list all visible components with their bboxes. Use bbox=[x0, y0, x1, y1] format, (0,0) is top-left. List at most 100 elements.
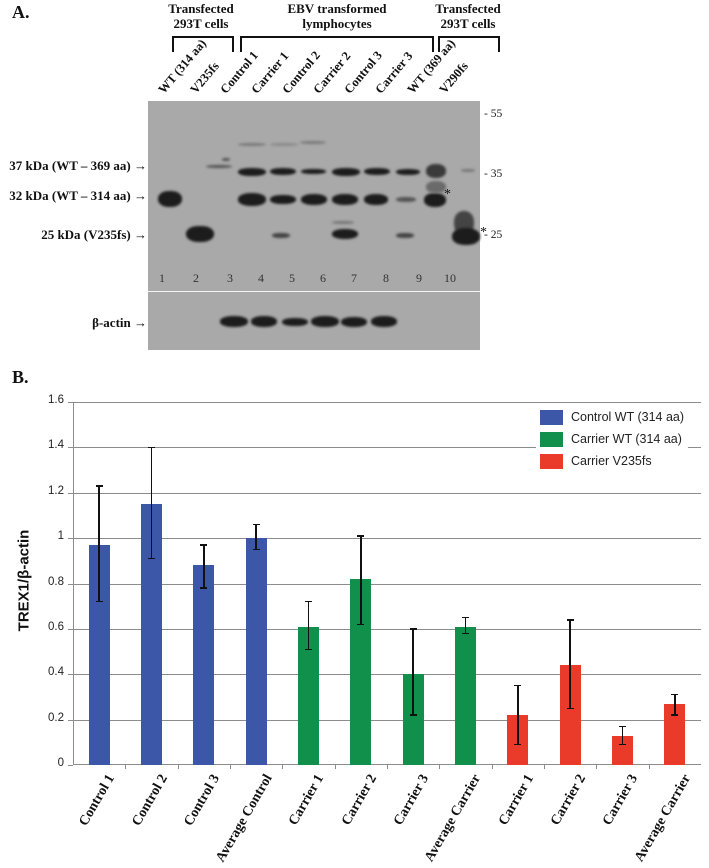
error-bar-cap bbox=[671, 693, 679, 696]
error-bar-cap bbox=[252, 523, 260, 526]
mw-marker-35: - 35 bbox=[484, 168, 503, 180]
error-bar-cap bbox=[148, 446, 155, 449]
y-tick-label: 1 bbox=[57, 530, 64, 543]
lane-number: 4 bbox=[258, 271, 264, 285]
error-bar bbox=[150, 447, 153, 559]
error-bar-cap bbox=[200, 544, 208, 546]
gridline bbox=[73, 674, 701, 676]
gridline bbox=[73, 583, 701, 585]
gridline bbox=[73, 492, 701, 494]
chart-legend: Control WT (314 aa) Carrier WT (314 aa) … bbox=[536, 404, 689, 474]
error-bar bbox=[569, 619, 571, 709]
x-axis-label: Average Control bbox=[212, 772, 276, 865]
bracket-left bbox=[172, 36, 234, 52]
group-header-line: EBV transformed bbox=[287, 1, 387, 16]
legend-label: Control WT (314 aa) bbox=[571, 410, 685, 424]
x-axis-label: Carrier 3 bbox=[391, 772, 433, 829]
asterisk-lane9: * bbox=[444, 187, 451, 202]
error-bar-cap bbox=[409, 714, 417, 716]
group-header-line: lymphocytes bbox=[302, 16, 372, 31]
lane-number: 5 bbox=[289, 271, 295, 285]
error-bar-cap bbox=[409, 628, 417, 630]
legend-item-carrier-v235fs: Carrier V235fs bbox=[540, 450, 684, 472]
x-axis-label: Average Carrier bbox=[422, 772, 485, 865]
error-bar-cap bbox=[305, 648, 312, 651]
legend-swatch-red bbox=[540, 454, 563, 470]
y-tick-label: 0.6 bbox=[48, 620, 64, 633]
error-bar-cap bbox=[95, 600, 103, 603]
bar-chart-plot-area bbox=[68, 402, 701, 769]
lane-number: 10 bbox=[444, 271, 456, 285]
group-header-transfected-right: Transfected 293T cells bbox=[428, 1, 508, 31]
error-bar-cap bbox=[566, 619, 574, 621]
lane-number: 3 bbox=[227, 271, 233, 285]
group-header-line: 293T cells bbox=[440, 16, 496, 31]
error-bar-cap bbox=[200, 587, 208, 589]
bar bbox=[245, 538, 267, 765]
y-tick-label: 0.8 bbox=[48, 575, 64, 588]
band-label-beta-actin: β-actin → bbox=[92, 315, 147, 330]
y-tick-label: 1.2 bbox=[48, 484, 64, 497]
gridline bbox=[73, 402, 701, 403]
error-bar-cap bbox=[462, 632, 469, 635]
lane-number: 8 bbox=[383, 271, 389, 285]
bar bbox=[141, 504, 162, 765]
error-bar-cap bbox=[148, 557, 155, 560]
legend-swatch-blue bbox=[540, 410, 563, 426]
bar bbox=[559, 665, 581, 765]
bar bbox=[298, 626, 319, 765]
error-bar bbox=[307, 601, 310, 650]
error-bar bbox=[203, 544, 205, 589]
legend-label: Carrier WT (314 aa) bbox=[571, 432, 682, 446]
group-header-line: Transfected bbox=[168, 1, 234, 16]
western-blot-beta-actin bbox=[148, 292, 480, 350]
error-bar bbox=[360, 535, 362, 625]
group-header-line: Transfected bbox=[435, 1, 501, 16]
error-bar bbox=[412, 628, 414, 716]
error-bar-cap bbox=[619, 725, 626, 728]
error-bar bbox=[674, 694, 676, 716]
bar bbox=[350, 578, 372, 765]
y-tick-label: 0 bbox=[57, 757, 64, 769]
x-axis-label: Control 2 bbox=[129, 772, 171, 829]
group-header-transfected-left: Transfected 293T cells bbox=[160, 1, 242, 31]
error-bar-cap bbox=[357, 623, 365, 626]
bar bbox=[612, 735, 633, 765]
legend-item-control-wt: Control WT (314 aa) bbox=[540, 406, 684, 428]
x-axis-label: Carrier 2 bbox=[338, 772, 380, 829]
legend-item-carrier-wt: Carrier WT (314 aa) bbox=[540, 428, 684, 450]
western-blot-trex1: * * 1 2 3 4 5 6 7 8 9 10 bbox=[148, 101, 487, 291]
bracket-middle bbox=[240, 36, 434, 52]
error-bar bbox=[98, 485, 100, 602]
x-axis-label: Average Carrier bbox=[631, 772, 694, 865]
lane-number: 2 bbox=[193, 271, 199, 285]
y-axis-line bbox=[73, 402, 74, 765]
error-bar-cap bbox=[619, 743, 626, 746]
y-tick-label: 0.2 bbox=[48, 711, 64, 724]
asterisk-lane10: * bbox=[480, 225, 487, 240]
error-bar-cap bbox=[357, 535, 365, 537]
legend-swatch-green bbox=[540, 432, 563, 448]
band-label-25kda: 25 kDa (V235fs) → bbox=[41, 227, 147, 242]
bar bbox=[455, 626, 476, 765]
error-bar bbox=[517, 685, 519, 745]
gridline bbox=[73, 628, 701, 630]
error-bar-cap bbox=[95, 485, 103, 487]
error-bar-cap bbox=[566, 707, 574, 710]
lane-number: 1 bbox=[159, 271, 165, 285]
error-bar-cap bbox=[252, 548, 260, 551]
mw-marker-25: - 25 bbox=[484, 229, 503, 241]
mw-marker-55: - 55 bbox=[484, 108, 503, 120]
y-tick-label: 0.4 bbox=[48, 666, 64, 679]
y-tick-label: 1.4 bbox=[48, 439, 64, 452]
x-axis-label: Control 3 bbox=[181, 772, 223, 829]
error-bar bbox=[621, 726, 624, 745]
bracket-right bbox=[438, 36, 500, 52]
y-tick-label: 1.6 bbox=[48, 394, 64, 406]
error-bar-cap bbox=[671, 714, 679, 716]
error-bar-cap bbox=[514, 684, 522, 687]
error-bar bbox=[255, 524, 257, 550]
bar bbox=[664, 703, 686, 765]
lane-number: 9 bbox=[416, 271, 422, 285]
legend-label: Carrier V235fs bbox=[571, 454, 652, 468]
